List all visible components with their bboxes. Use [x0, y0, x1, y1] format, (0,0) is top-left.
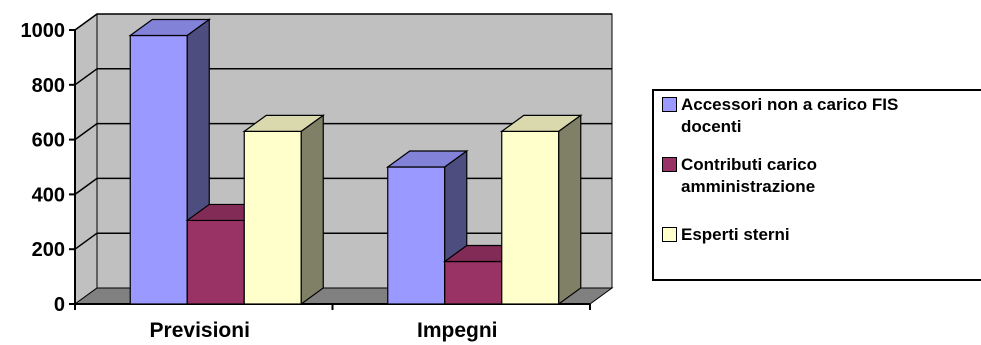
y-tick-label: 0 [54, 294, 65, 316]
legend-swatch [662, 97, 677, 112]
bar [499, 114, 583, 306]
gridline [74, 13, 98, 31]
gridline [74, 68, 98, 86]
bar-front [387, 166, 446, 305]
bar [242, 114, 326, 306]
legend-item: Accessori non a carico FIS docenti [662, 94, 981, 138]
y-tick-label: 600 [32, 130, 65, 152]
bar-front [444, 260, 503, 305]
y-tick-label: 400 [32, 184, 65, 206]
bar-front [243, 130, 302, 305]
bars [128, 18, 583, 306]
y-axis-ticks: 0 200 400 600 800 1000 [21, 20, 66, 316]
y-tick-label: 200 [32, 239, 65, 261]
gridline [74, 232, 98, 250]
side-wall [74, 13, 98, 305]
legend-label: Esperti sterni [681, 225, 790, 244]
legend-swatch [662, 157, 677, 172]
legend-label: Accessori non a carico FIS docenti [681, 95, 899, 136]
x-axis-labels: Previsioni Impegni [150, 319, 498, 342]
y-tick-label: 1000 [21, 20, 66, 42]
bar-front [501, 130, 560, 305]
legend-item: Contributi carico amministrazione [662, 154, 981, 198]
bar-front [186, 219, 245, 305]
legend-item: Esperti sterni [662, 224, 981, 246]
legend-swatch [662, 227, 677, 242]
category-label: Impegni [417, 319, 498, 342]
gridline [74, 177, 98, 196]
legend-label: Contributi carico amministrazione [681, 155, 818, 196]
gridline [74, 122, 98, 141]
bar-side [300, 114, 324, 306]
legend: Accessori non a carico FIS docenti Contr… [652, 89, 981, 281]
bar-side [558, 114, 582, 306]
category-label: Previsioni [150, 319, 250, 342]
y-tick-label: 800 [32, 75, 65, 97]
bar-front [129, 34, 188, 305]
